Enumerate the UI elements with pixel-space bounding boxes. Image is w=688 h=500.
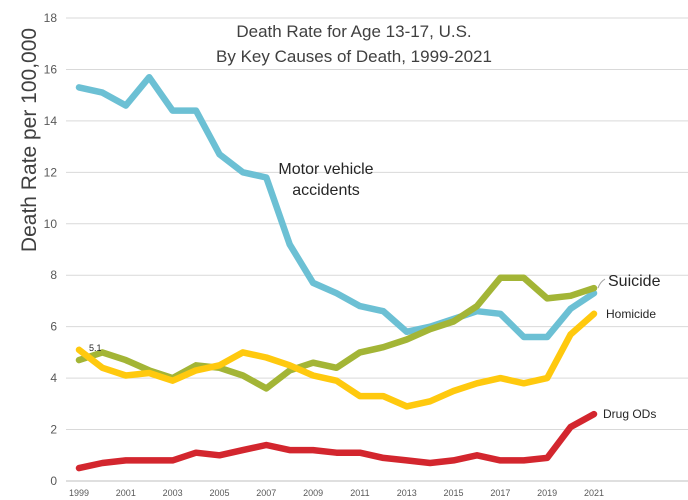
data-label: 5.1	[89, 343, 102, 353]
suicide-leader-line	[597, 278, 606, 289]
x-tick-label: 2007	[256, 488, 276, 498]
series-label-drug-ods: Drug ODs	[603, 407, 656, 421]
x-tick-label: 2009	[303, 488, 323, 498]
y-tick-label: 2	[50, 423, 57, 437]
y-tick-label: 0	[50, 474, 57, 488]
y-tick-label: 14	[44, 114, 58, 128]
series-line-motor-vehicle-accidents	[75, 73, 598, 341]
y-tick-label: 4	[50, 371, 57, 385]
series-label-homicide: Homicide	[606, 307, 656, 321]
y-tick-label: 10	[44, 217, 58, 231]
x-tick-label: 2011	[350, 488, 369, 498]
series-line-drug-ods	[75, 410, 598, 472]
x-tick-label: 2021	[584, 488, 604, 498]
x-tick-label: 2001	[116, 488, 136, 498]
series-lines	[75, 73, 598, 472]
chart-title-line-1: Death Rate for Age 13-17, U.S.	[236, 22, 471, 41]
y-tick-label: 8	[50, 268, 57, 282]
series-label-motor-vehicle-accidents: accidents	[292, 182, 360, 199]
y-tick-label: 12	[44, 165, 58, 179]
x-tick-label: 2003	[163, 488, 183, 498]
x-tick-label: 2013	[397, 488, 417, 498]
x-tick-label: 2005	[209, 488, 229, 498]
y-tick-label: 6	[50, 320, 57, 334]
y-axis-title: Death Rate per 100,000	[18, 28, 41, 252]
x-tick-label: 2015	[444, 488, 464, 498]
x-tick-label: 2017	[490, 488, 510, 498]
y-tick-label: 18	[44, 11, 58, 25]
x-tick-label: 2019	[537, 488, 557, 498]
labels: Motor vehicle accidents Suicide Homicide Dru…	[89, 161, 661, 421]
series-label-suicide: Suicide	[608, 273, 661, 290]
x-tick-label: 1999	[69, 488, 89, 498]
y-tick-label: 16	[44, 62, 58, 76]
chart-title-line-2: By Key Causes of Death, 1999-2021	[216, 47, 492, 66]
axes: 0 2 4 6 8 10 12 14 16 18 1999 2001 2003 2005 2007 2009 2…	[44, 11, 688, 498]
series-line-homicide	[75, 310, 598, 410]
series-label-motor-vehicle-accidents: Motor vehicle	[278, 161, 373, 178]
